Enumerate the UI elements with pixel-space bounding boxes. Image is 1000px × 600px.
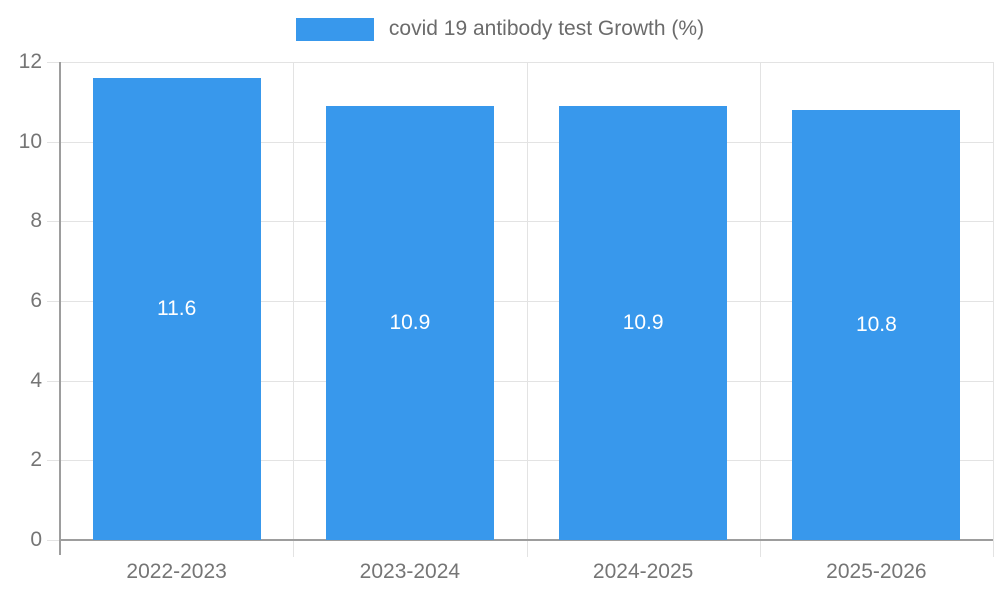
bar[interactable] [792,109,961,540]
bar[interactable] [559,105,728,540]
y-axis-tick-label: 8 [30,209,42,233]
x-axis-tick-label: 2024-2025 [592,560,694,583]
bar-value-label: 10.9 [622,310,664,334]
y-tick-mark [47,62,60,63]
bar[interactable] [325,105,494,540]
x-axis-tick-label: 2022-2023 [126,560,227,583]
bar[interactable] [92,77,261,540]
y-tick-mark [47,380,60,382]
legend-label: covid 19 antibody test Growth (%) [388,17,705,40]
plot-right-border [993,62,994,557]
chart-legend: covid 19 antibody test Growth (%) [0,17,1000,41]
bar-value-label: 10.9 [389,310,431,334]
y-axis-tick-label: 10 [18,129,42,153]
x-axis-tick-label: 2023-2024 [359,560,461,583]
legend-swatch [295,17,374,41]
x-axis-line [60,539,993,541]
y-tick-mark [47,540,60,541]
x-gridline [759,62,761,557]
y-tick-mark [47,460,60,462]
y-axis-line [59,62,61,555]
y-axis-tick-label: 6 [30,289,42,312]
y-tick-mark [47,221,60,223]
y-axis-tick-label: 4 [30,368,42,392]
y-tick-mark [47,301,60,302]
x-gridline [526,62,528,557]
x-axis-tick-label: 2025-2026 [826,560,927,583]
x-gridline [293,62,295,557]
y-axis-tick-label: 12 [18,50,42,73]
bar-value-label: 10.8 [855,312,897,336]
y-axis-tick-label: 0 [30,528,42,551]
y-axis-tick-label: 2 [30,448,42,472]
y-tick-mark [47,141,60,143]
bar-value-label: 11.6 [156,296,197,320]
